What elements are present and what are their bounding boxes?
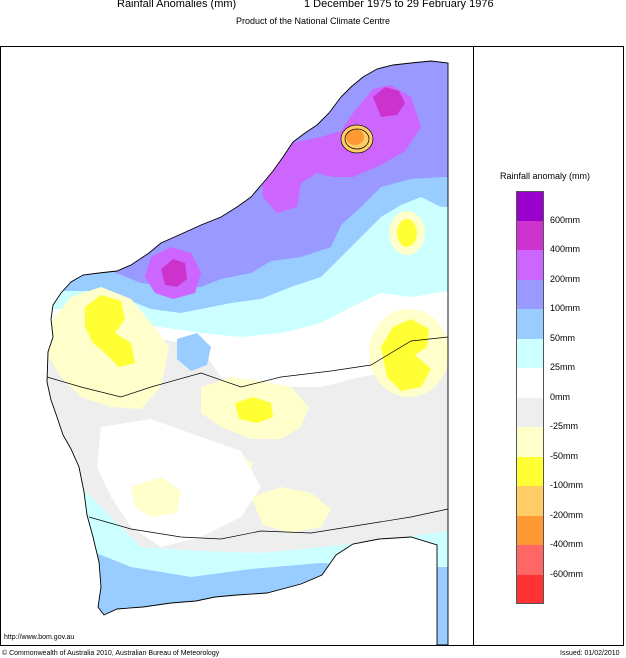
legend-label: -100mm bbox=[550, 480, 584, 490]
anomaly-zone-yellow-centre bbox=[235, 397, 273, 423]
legend-label: -25mm bbox=[550, 421, 579, 431]
anomaly-zone-magenta-north bbox=[373, 87, 405, 117]
anomaly-zone-orange-kimberley bbox=[346, 129, 364, 145]
contour-zero-line bbox=[46, 336, 449, 398]
anomaly-zone-cream-south bbox=[251, 487, 331, 533]
legend-swatch bbox=[516, 279, 544, 309]
legend-swatch bbox=[516, 574, 544, 604]
anomaly-zone-yellow-west bbox=[85, 295, 135, 367]
legend-swatch bbox=[516, 545, 544, 575]
legend-swatch bbox=[516, 456, 544, 486]
footer-url: http://www.bom.gov.au bbox=[4, 634, 75, 641]
map-subtitle: Product of the National Climate Centre bbox=[235, 16, 391, 26]
legend-swatch bbox=[516, 427, 544, 457]
title-period: 1 December 1975 to 29 February 1976 bbox=[304, 0, 494, 10]
legend-label: 400mm bbox=[550, 244, 581, 254]
map-frame bbox=[0, 46, 624, 646]
contour-south-line bbox=[88, 508, 449, 540]
legend-swatch bbox=[516, 515, 544, 545]
legend-label: -50mm bbox=[550, 450, 579, 461]
anomaly-zone-yellow-east-north bbox=[397, 219, 417, 247]
title-variable: Rainfall Anomalies (mm) bbox=[117, 0, 237, 10]
footer-copyright: © Commonwealth of Australia 2010, Austra… bbox=[2, 650, 220, 657]
legend-swatch bbox=[516, 368, 544, 398]
legend-label: -600mm bbox=[550, 568, 584, 579]
legend-swatch bbox=[516, 220, 544, 250]
legend-label: 25mm bbox=[550, 362, 576, 372]
anomaly-zone-magenta-coast bbox=[161, 259, 187, 287]
anomaly-zone-white-south bbox=[97, 419, 261, 547]
contour-kimberley-rings bbox=[340, 124, 374, 154]
legend-label: 100mm bbox=[550, 303, 581, 313]
legend-label: -400mm bbox=[550, 539, 584, 549]
legend-label: 0mm bbox=[550, 391, 570, 402]
legend-label: 50mm bbox=[550, 332, 576, 343]
legend-swatch bbox=[516, 250, 544, 280]
legend-swatch bbox=[516, 191, 544, 221]
legend-label: -200mm bbox=[550, 509, 584, 520]
legend-swatch bbox=[516, 486, 544, 516]
legend-label: 200mm bbox=[550, 273, 581, 284]
legend-label: 600mm bbox=[550, 214, 581, 225]
map-title: Rainfall Anomalies (mm) 1 December 1975 … bbox=[0, 0, 626, 12]
legend-swatch bbox=[516, 309, 544, 339]
panel-divider bbox=[473, 47, 474, 645]
footer-issued: Issued: 01/02/2010 bbox=[560, 650, 620, 657]
legend-swatch bbox=[516, 397, 544, 427]
anomaly-zone-lightblue-inland bbox=[177, 333, 211, 371]
anomaly-zone-cream-southwest bbox=[131, 477, 181, 517]
rainfall-anomaly-map bbox=[46, 60, 449, 645]
legend-swatch bbox=[516, 338, 544, 368]
legend-title: Rainfall anomaly (mm) bbox=[500, 171, 591, 181]
anomaly-zone-yellow-east-centre bbox=[381, 319, 431, 391]
